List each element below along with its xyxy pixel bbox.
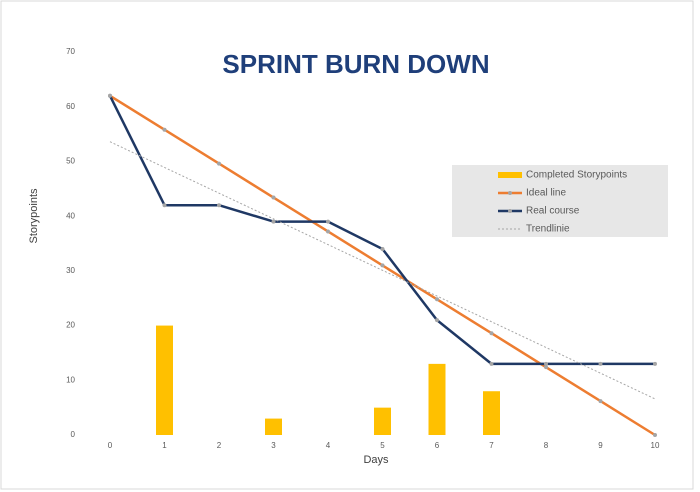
x-axis-label: Days [363, 454, 389, 466]
legend-marker [508, 209, 512, 213]
point-marker [108, 93, 112, 98]
chart-title: SPRINT BURN DOWN [222, 49, 489, 79]
x-tick-label: 2 [217, 441, 222, 450]
point-marker [435, 297, 439, 302]
legend-label: Completed Storypoints [526, 170, 627, 181]
x-tick-label: 0 [108, 441, 113, 450]
y-tick-label: 70 [66, 47, 75, 56]
point-marker [653, 433, 657, 437]
point-marker [271, 195, 276, 200]
point-marker [217, 203, 221, 208]
legend-label: Trendlinie [526, 224, 570, 235]
bar [374, 407, 391, 435]
y-tick-label: 50 [66, 157, 75, 166]
point-marker [544, 361, 548, 366]
y-tick-label: 30 [66, 266, 75, 275]
point-marker [598, 399, 603, 404]
bar [156, 325, 173, 435]
y-tick-label: 40 [66, 211, 75, 220]
point-marker [598, 361, 603, 366]
legend-marker [508, 191, 512, 195]
point-marker [326, 219, 330, 224]
legend-label: Ideal line [526, 188, 566, 199]
y-tick-label: 20 [66, 321, 75, 330]
y-tick-label: 0 [71, 430, 76, 439]
x-tick-label: 10 [651, 441, 660, 450]
x-tick-label: 8 [544, 441, 549, 450]
point-marker [653, 361, 657, 366]
x-tick-label: 3 [271, 441, 276, 450]
y-tick-label: 10 [66, 375, 75, 384]
point-marker [489, 361, 494, 366]
point-marker [435, 318, 439, 323]
point-marker [162, 203, 167, 208]
point-marker [380, 246, 385, 251]
point-marker [217, 161, 221, 166]
x-tick-label: 9 [598, 441, 603, 450]
legend-box [452, 165, 668, 237]
x-tick-label: 4 [326, 441, 331, 450]
point-marker [162, 127, 167, 132]
bar [483, 391, 500, 435]
point-marker [380, 263, 385, 268]
x-tick-label: 1 [162, 441, 167, 450]
x-tick-label: 5 [380, 441, 385, 450]
x-tick-label: 6 [435, 441, 440, 450]
y-axis-label: Storypoints [28, 188, 40, 244]
point-marker [271, 219, 276, 224]
y-tick-label: 60 [66, 102, 75, 111]
point-marker [544, 365, 548, 370]
x-tick-label: 7 [489, 441, 494, 450]
bar [428, 363, 446, 435]
legend-swatch [498, 172, 522, 178]
bar [265, 418, 282, 435]
trendline [109, 141, 656, 400]
point-marker [326, 229, 330, 234]
legend-label: Real course [526, 206, 580, 217]
point-marker [489, 331, 494, 336]
